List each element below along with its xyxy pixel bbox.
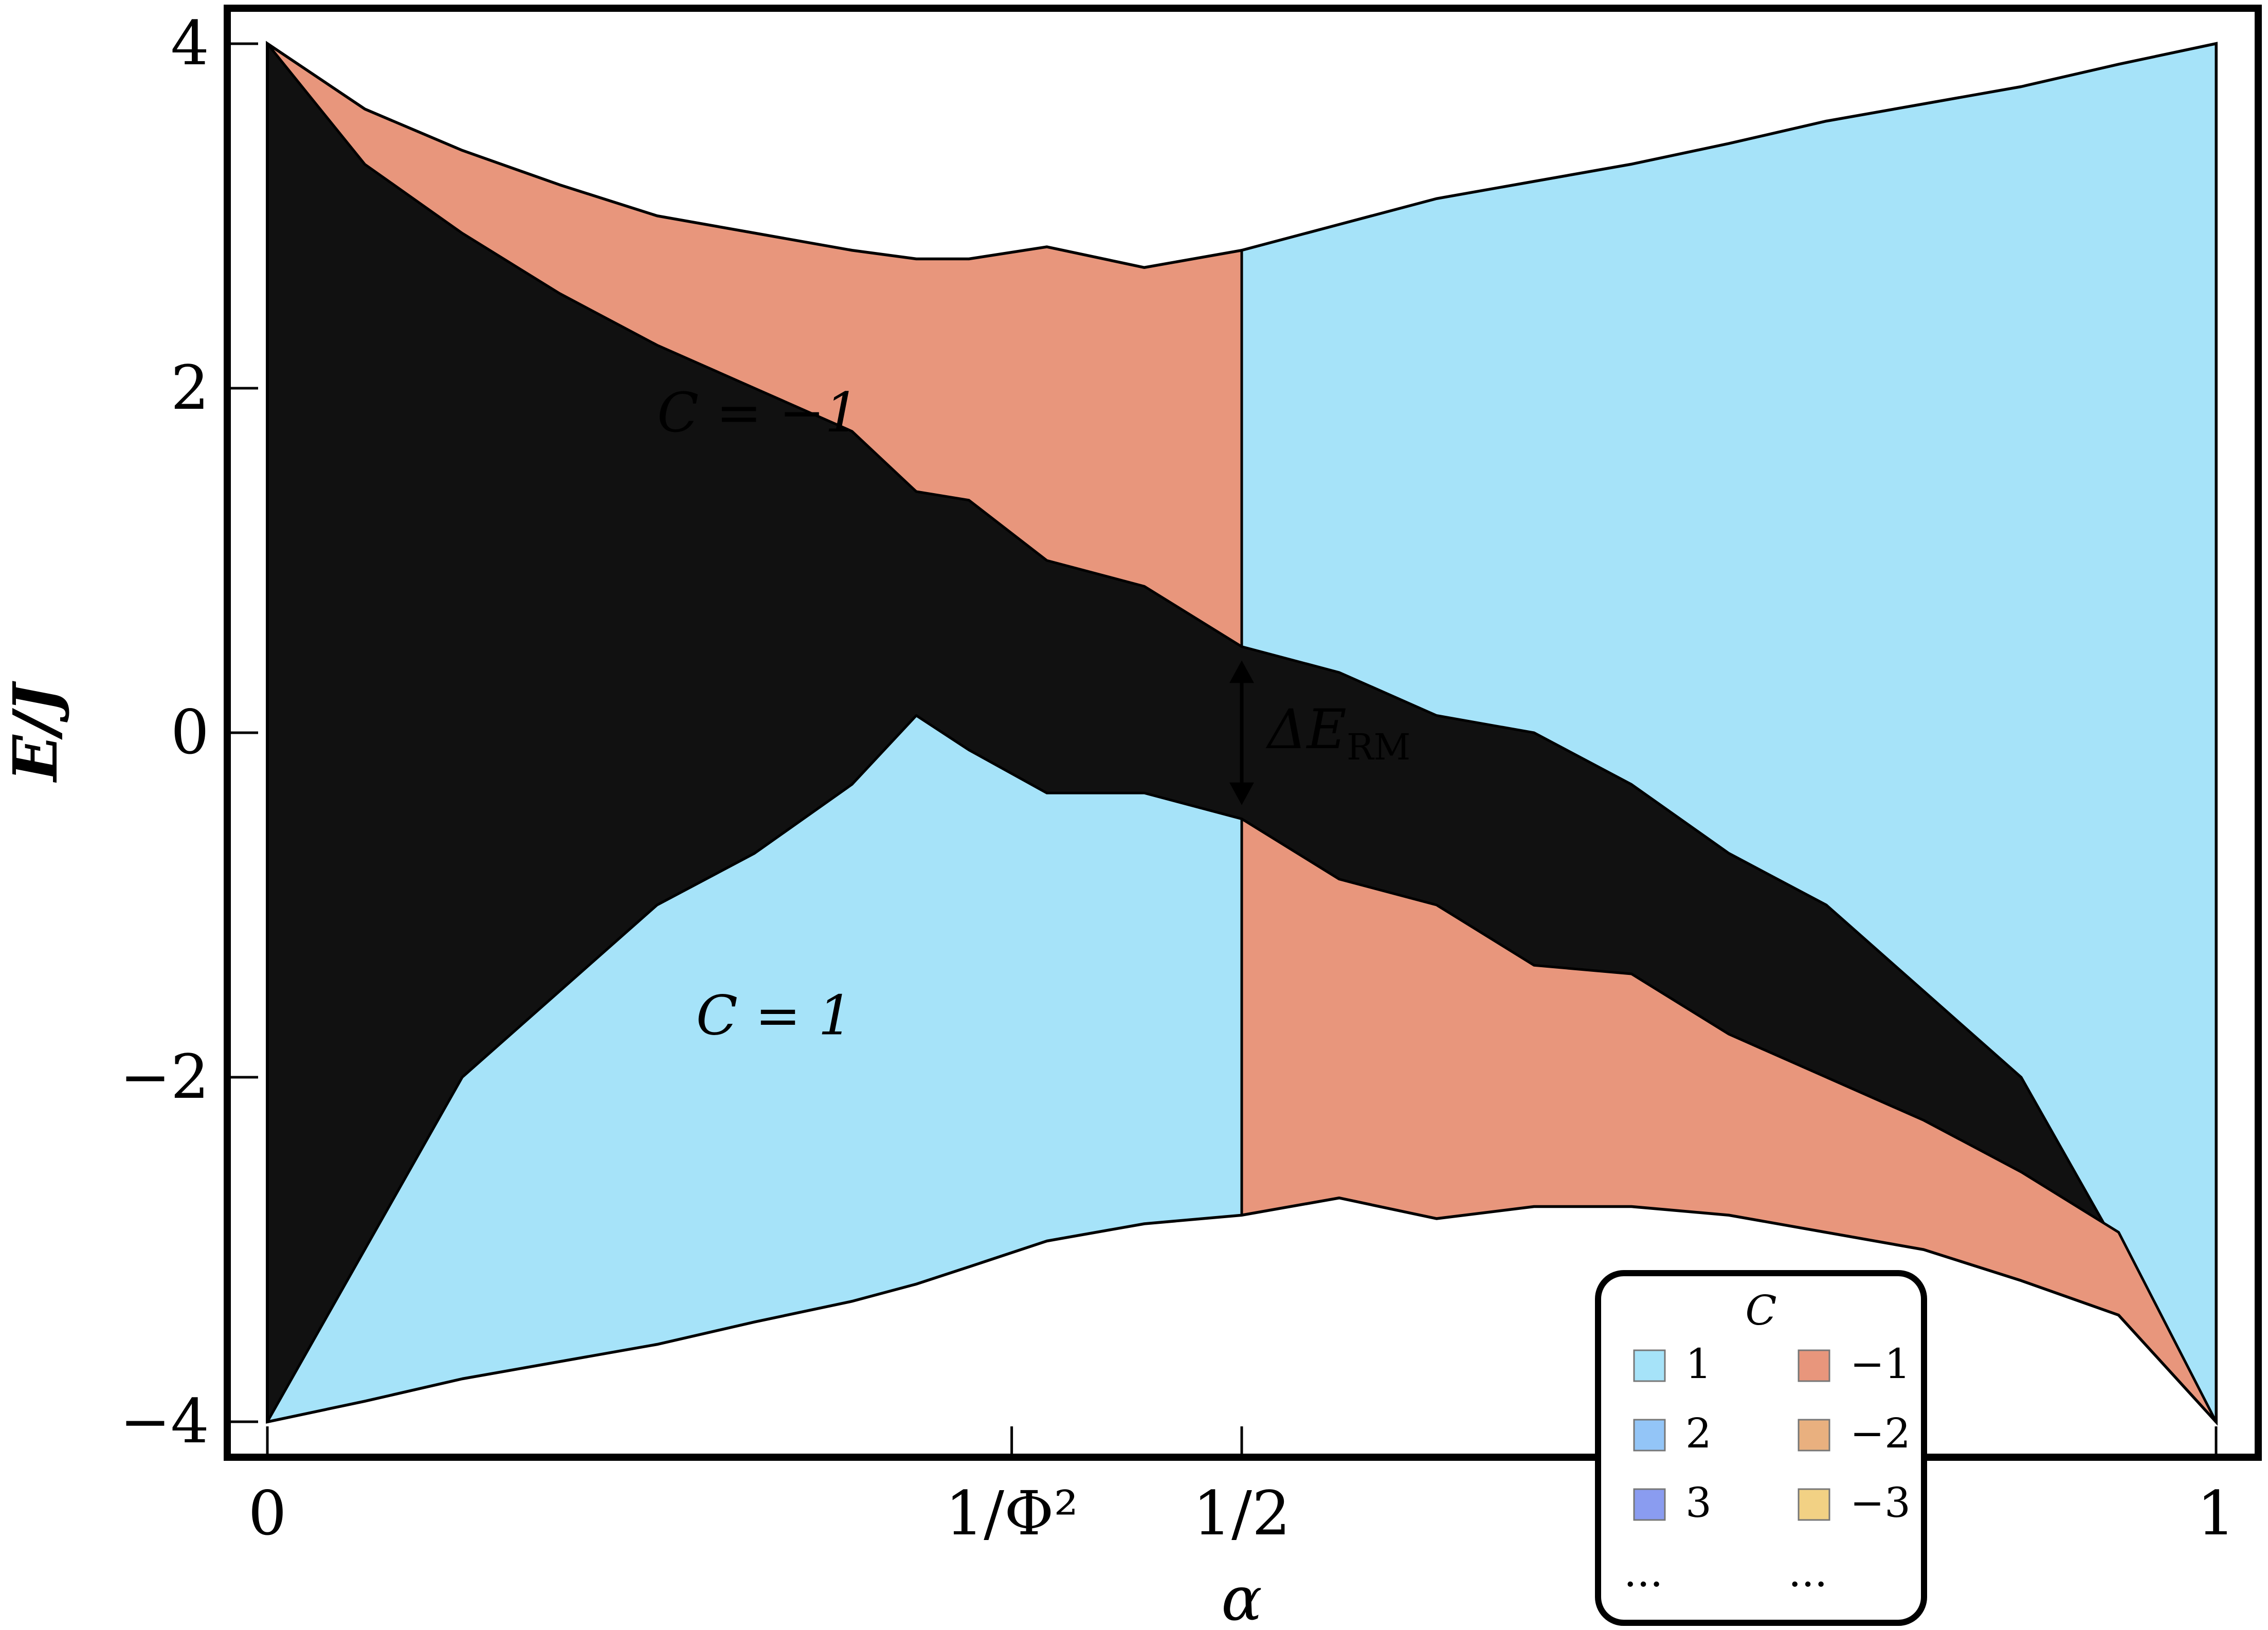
legend-item-label: 3 xyxy=(1685,1479,1712,1527)
legend-item-label: −1 xyxy=(1850,1340,1911,1388)
legend-swatch xyxy=(1798,1488,1830,1521)
legend-item-label: ... xyxy=(1788,1548,1827,1596)
axes: 0 1/Φ² 1/2 1 4 2 0 −2 −4 α E/J xyxy=(0,5,2262,1630)
band-annotation: C = −1 xyxy=(657,381,860,444)
legend-item-label: −2 xyxy=(1850,1409,1911,1457)
legend-item-label: 1 xyxy=(1685,1340,1712,1388)
x-tick-label: 1 xyxy=(2197,1478,2235,1549)
legend-swatch xyxy=(1633,1349,1666,1382)
legend: C1 2 3... −1 −2 −3... xyxy=(1595,1270,1927,1626)
x-tick-label: 1/2 xyxy=(1193,1478,1291,1549)
y-tick-label: 2 xyxy=(171,352,209,423)
x-tick-label: 0 xyxy=(248,1478,286,1549)
gap-arrow-up-head xyxy=(1229,660,1254,683)
legend-item-label: ... xyxy=(1624,1548,1663,1596)
x-tick-label: 1/Φ² xyxy=(945,1478,1078,1549)
gap-annotation: ΔERM xyxy=(1265,698,1410,768)
legend-box xyxy=(1595,1270,1927,1626)
y-tick-label: −2 xyxy=(120,1041,209,1112)
x-axis-label: α xyxy=(1221,1563,1262,1630)
legend-item-label: 2 xyxy=(1685,1409,1712,1457)
y-tick-label: −4 xyxy=(120,1386,209,1457)
legend-swatch xyxy=(1798,1349,1830,1382)
legend-swatch xyxy=(1633,1419,1666,1452)
band-annotation: C = 1 xyxy=(696,984,853,1047)
annotations: C = −1 C = 1 ΔERM xyxy=(657,381,1410,1047)
y-axis-label: E/J xyxy=(0,680,71,783)
band-region-3 xyxy=(1240,818,2218,1423)
y-tick-label: 4 xyxy=(171,8,209,79)
legend-title: C xyxy=(1745,1287,1776,1334)
y-tick-label: 0 xyxy=(171,697,209,768)
legend-item-label: −3 xyxy=(1850,1479,1911,1527)
gap-arrow-down-head xyxy=(1229,782,1254,805)
legend-swatch xyxy=(1798,1419,1830,1452)
legend-swatch xyxy=(1633,1488,1666,1521)
